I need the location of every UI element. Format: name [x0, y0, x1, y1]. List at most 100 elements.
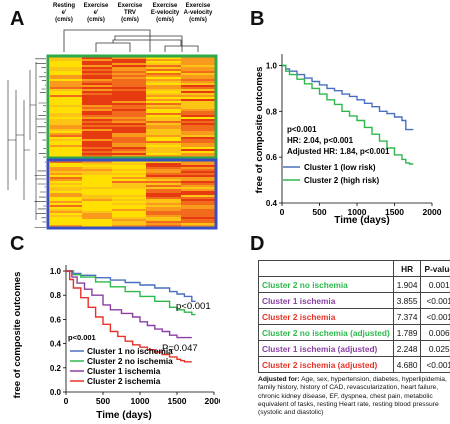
heatmap-cell	[146, 75, 181, 78]
heatmap-cell	[50, 221, 82, 224]
heatmap-cell	[50, 163, 82, 166]
table-header-row: HR P-value	[258, 260, 450, 277]
heatmap-cell	[82, 217, 112, 220]
heatmap-cell	[146, 181, 181, 184]
heatmap-cell	[82, 199, 112, 202]
heatmap-cell	[146, 119, 181, 122]
heatmap-cell	[181, 221, 215, 224]
heatmap-cell	[112, 219, 146, 222]
heatmap-cell	[146, 135, 181, 138]
heatmap-cell	[112, 63, 146, 66]
heatmap-cell	[181, 71, 215, 74]
row-pvalue: <0.001	[420, 292, 450, 309]
heatmap-cell	[112, 89, 146, 92]
heatmap-cell	[146, 179, 181, 182]
chart-b-y-tick-label: 0.8	[266, 107, 278, 116]
heatmap-cell	[146, 139, 181, 142]
heatmap-cell	[50, 61, 82, 64]
heatmap-cell	[50, 87, 82, 90]
heatmap-cell	[146, 165, 181, 168]
heatmap-cell	[181, 193, 215, 196]
hr-table-container: HR P-value Cluster 2 no ischemia 1.904 0…	[258, 260, 450, 417]
heatmap-cell	[181, 197, 215, 200]
chart-c-y-tick-label: 1.0	[50, 267, 62, 276]
heatmap-cell	[112, 125, 146, 128]
heatmap-cell	[50, 215, 82, 218]
heatmap-cell	[146, 175, 181, 178]
heatmap-cell	[82, 183, 112, 186]
heatmap-cell	[50, 95, 82, 98]
heatmap-cell	[112, 163, 146, 166]
heatmap-cell	[146, 161, 181, 164]
heatmap-cell	[181, 113, 215, 116]
chart-b-x-tick-label: 1000	[348, 207, 367, 217]
heatmap-cell	[82, 223, 112, 226]
heatmap-cell	[82, 89, 112, 92]
heatmap-cell	[146, 133, 181, 136]
chart-c-y-tick-label: 0.4	[50, 340, 62, 349]
chart-c-series-1-line	[66, 270, 196, 302]
legend-c-label-3: Cluster 1 ischemia	[87, 366, 161, 376]
heatmap-cell	[112, 175, 146, 178]
heatmap-cell	[181, 175, 215, 178]
heatmap-cell	[146, 145, 181, 148]
heatmap-cell	[50, 153, 82, 156]
heatmap-cell	[82, 169, 112, 172]
row-label: Cluster 1 ischemia (adjusted)	[258, 340, 394, 357]
heatmap-cell	[50, 161, 82, 164]
heatmap-cell	[181, 61, 215, 64]
heatmap-cell	[82, 117, 112, 120]
heatmap-cell	[181, 209, 215, 212]
heatmap-cell	[181, 179, 215, 182]
heatmap-cell	[146, 177, 181, 180]
chart-c-series-4-line	[66, 270, 192, 363]
heatmap-cell	[82, 189, 112, 192]
heatmap-cell	[50, 209, 82, 212]
legend-c-label-2: Cluster 2 no ischemia	[87, 356, 173, 366]
heatmap-cell	[181, 147, 215, 150]
heatmap-cell	[50, 171, 82, 174]
heatmap-cell	[181, 59, 215, 62]
row-label: Cluster 1 ischemia	[258, 292, 394, 309]
heatmap-cell	[181, 107, 215, 110]
heatmap-cell	[146, 67, 181, 70]
row-pvalue: <0.001	[420, 356, 450, 373]
heatmap-cell	[112, 155, 146, 158]
heatmap-cell	[146, 143, 181, 146]
row-hr: 1.904	[392, 276, 422, 293]
heatmap-cell	[146, 123, 181, 126]
cluster-1-box	[46, 54, 218, 160]
heatmap-cell	[146, 63, 181, 66]
heatmap-cell	[181, 183, 215, 186]
heatmap-cell	[112, 69, 146, 72]
chart-b-ylabel: free of composite outcomes	[254, 67, 265, 194]
heatmap-cell	[82, 221, 112, 224]
legend-b-label-1: Cluster 1 (low risk)	[304, 163, 376, 172]
chart-b-pvalue: p<0.001	[287, 125, 317, 134]
heatmap-cell	[112, 217, 146, 220]
heatmap-cell	[112, 77, 146, 80]
heatmap-cell	[181, 201, 215, 204]
heatmap-cell	[50, 155, 82, 158]
chart-c-x-tick-label: 0	[64, 396, 69, 406]
heatmap-cell	[50, 151, 82, 154]
row-pvalue: 0.006	[420, 324, 450, 341]
heatmap-cell	[82, 65, 112, 68]
heatmap-cell	[146, 85, 181, 88]
heatmap-cell	[181, 101, 215, 104]
heatmap-cell	[50, 79, 82, 82]
heatmap-cell	[82, 63, 112, 66]
heatmap-cell	[82, 83, 112, 86]
row-pvalue: 0.025	[420, 340, 450, 357]
heatmap-cell	[82, 97, 112, 100]
heatmap-cell	[82, 165, 112, 168]
heatmap-cell	[146, 83, 181, 86]
heatmap-cell	[82, 197, 112, 200]
heatmap-cell	[112, 67, 146, 70]
heatmap-cell	[112, 183, 146, 186]
heatmap-cell	[112, 99, 146, 102]
chart-c-axes: 0 500 1000 1500 2000 0.0 0.2 0.4 0.6 0.8 1.0	[50, 265, 220, 406]
heatmap-cell	[112, 225, 146, 228]
heatmap-cell	[50, 107, 82, 110]
adjustment-note-heading: Adjusted for:	[258, 376, 300, 383]
